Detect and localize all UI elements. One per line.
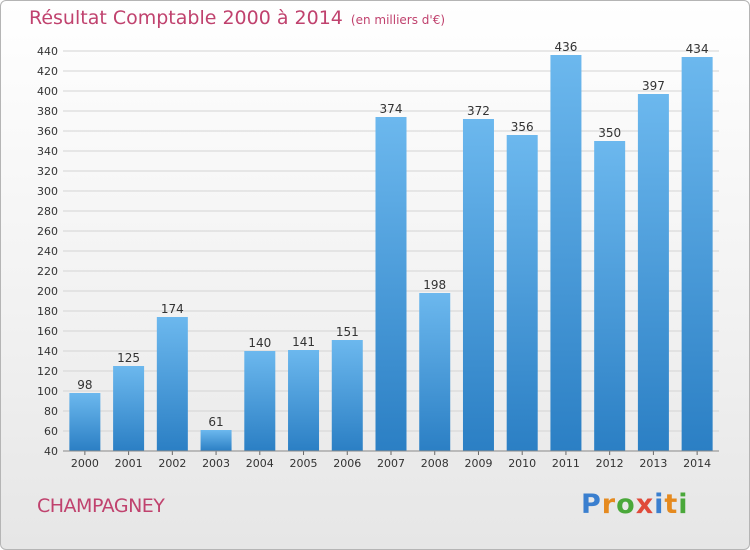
y-tick-label: 280 — [37, 205, 58, 218]
proxiti-logo: Proxiti — [581, 489, 689, 520]
bars — [69, 55, 713, 451]
x-tick-label: 2014 — [683, 457, 711, 470]
logo-letter: P — [581, 489, 602, 520]
x-tick-label: 2008 — [421, 457, 449, 470]
bar — [331, 340, 363, 451]
data-label: 98 — [77, 378, 92, 392]
logo-letter: o — [616, 489, 636, 520]
y-tick-label: 120 — [37, 365, 58, 378]
data-label: 350 — [598, 126, 621, 140]
bar — [462, 119, 494, 451]
x-tick-label: 2013 — [639, 457, 667, 470]
data-label: 125 — [117, 351, 140, 365]
data-label: 372 — [467, 104, 490, 118]
data-label: 151 — [336, 325, 359, 339]
y-tick-label: 160 — [37, 325, 58, 338]
y-tick-label: 300 — [37, 185, 58, 198]
logo-letter: x — [635, 489, 655, 520]
y-tick-label: 180 — [37, 305, 58, 318]
y-tick-label: 40 — [44, 445, 58, 458]
x-tick-label: 2009 — [464, 457, 492, 470]
x-tick-label: 2002 — [158, 457, 186, 470]
bar — [594, 141, 626, 451]
logo-letter: t — [664, 489, 679, 520]
x-tick-label: 2000 — [71, 457, 99, 470]
chart-title-text: Résultat Comptable 2000 à 2014 — [29, 7, 343, 29]
bar — [244, 351, 276, 451]
y-tick-label: 360 — [37, 125, 58, 138]
chart-title: Résultat Comptable 2000 à 2014 (en millie… — [29, 7, 445, 29]
bar — [375, 117, 407, 451]
data-label: 434 — [686, 42, 709, 56]
x-axis-ticks: 2000 2001 2002 2003 2004 2005 2006 2007 2008 2009… — [63, 450, 719, 470]
y-tick-label: 440 — [37, 45, 58, 58]
commune-name: CHAMPAGNEY — [37, 495, 165, 517]
bar — [113, 366, 145, 451]
bar — [288, 350, 320, 451]
x-tick-label: 2005 — [290, 457, 318, 470]
data-label: 198 — [423, 278, 446, 292]
y-tick-label: 320 — [37, 165, 58, 178]
y-axis-ticks: 40 60 80 100 120 140 160 180 200 220 240 260 280 300 3… — [37, 45, 58, 458]
logo-letter: r — [601, 489, 617, 520]
data-label: 436 — [554, 40, 577, 54]
x-tick-label: 2011 — [552, 457, 580, 470]
data-label: 141 — [292, 335, 315, 349]
data-label: 356 — [511, 120, 534, 134]
data-label: 140 — [248, 336, 271, 350]
chart-unit: (en milliers d'€) — [350, 13, 446, 27]
y-tick-label: 260 — [37, 225, 58, 238]
logo-letter: i — [678, 489, 689, 520]
bar — [156, 317, 188, 451]
bar — [637, 94, 669, 451]
data-label: 374 — [380, 102, 403, 116]
x-tick-label: 2004 — [246, 457, 274, 470]
data-label: 174 — [161, 302, 184, 316]
bar — [419, 293, 451, 451]
y-tick-label: 220 — [37, 265, 58, 278]
x-tick-label: 2012 — [596, 457, 624, 470]
x-tick-label: 2006 — [333, 457, 361, 470]
bar — [200, 430, 232, 451]
y-tick-label: 200 — [37, 285, 58, 298]
data-label: 397 — [642, 79, 665, 93]
data-label: 61 — [208, 415, 223, 429]
x-tick-label: 2007 — [377, 457, 405, 470]
y-tick-label: 340 — [37, 145, 58, 158]
bar — [681, 57, 713, 451]
y-tick-label: 100 — [37, 385, 58, 398]
bar — [550, 55, 582, 451]
logo-letter: i — [654, 489, 665, 520]
x-tick-label: 2001 — [115, 457, 143, 470]
bar — [506, 135, 538, 451]
x-tick-label: 2010 — [508, 457, 536, 470]
y-tick-label: 240 — [37, 245, 58, 258]
bar — [69, 393, 101, 451]
y-tick-label: 420 — [37, 65, 58, 78]
y-tick-label: 400 — [37, 85, 58, 98]
y-tick-label: 380 — [37, 105, 58, 118]
x-tick-label: 2003 — [202, 457, 230, 470]
y-tick-label: 140 — [37, 345, 58, 358]
y-tick-label: 80 — [44, 405, 58, 418]
data-labels: 98 125 174 61 140 141 151 374 198 372 356 436 350 397… — [77, 40, 708, 429]
y-tick-label: 60 — [44, 425, 58, 438]
